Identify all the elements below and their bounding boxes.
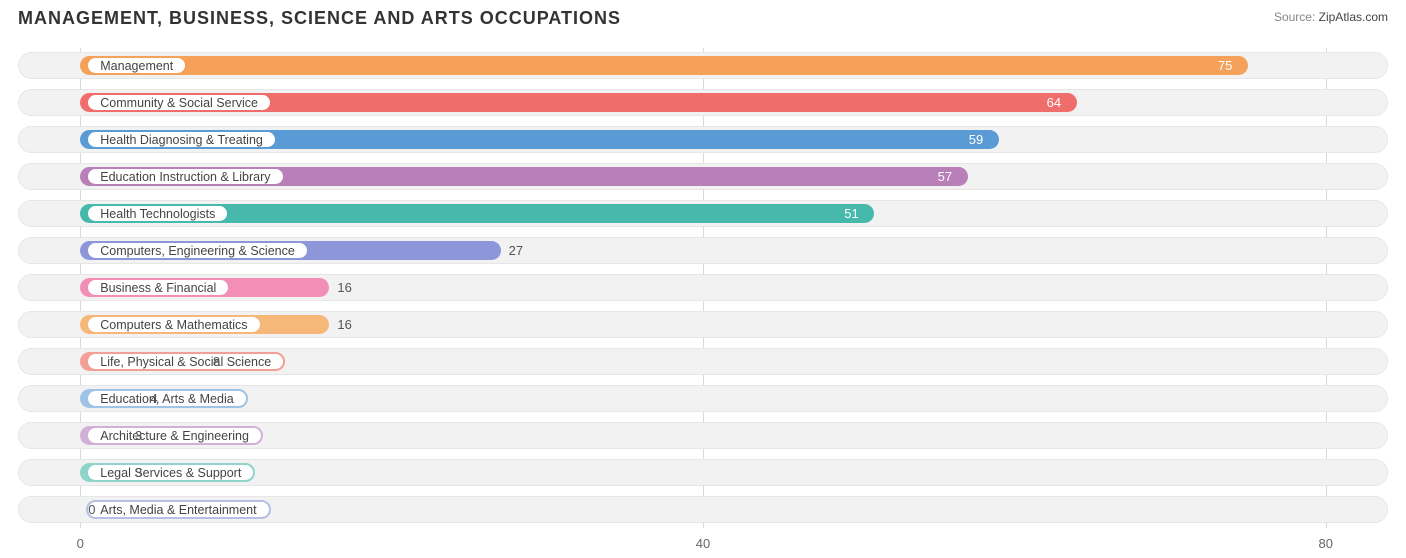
value-label: 3	[135, 418, 142, 453]
x-axis: 0 40 80	[18, 534, 1388, 558]
bar-row: Architecture & Engineering3	[18, 418, 1388, 453]
source-label: Source:	[1274, 10, 1315, 24]
chart-title: MANAGEMENT, BUSINESS, SCIENCE AND ARTS O…	[18, 8, 621, 29]
bar-row: Computers & Mathematics 16	[18, 307, 1388, 342]
category-pill: Arts, Media & Entertainment	[86, 500, 270, 519]
category-label: Architecture & Engineering	[100, 429, 249, 443]
x-axis-tick: 0	[77, 536, 84, 551]
bar-row: Community & Social Service 64	[18, 85, 1388, 120]
value-label: 16	[337, 270, 351, 305]
chart-area: Management 75 Community & Social Service 64…	[18, 48, 1388, 558]
category-pill: Health Technologists	[86, 204, 229, 223]
category-pill: Computers & Mathematics	[86, 315, 261, 334]
x-axis-tick: 40	[696, 536, 710, 551]
category-pill: Business & Financial	[86, 278, 230, 297]
category-label: Management	[100, 59, 173, 73]
bar-row: Arts, Media & Entertainment 0	[18, 492, 1388, 527]
value-label: 8	[213, 344, 220, 379]
value-label: 57	[938, 159, 952, 194]
source-value: ZipAtlas.com	[1319, 10, 1388, 24]
category-pill: Education, Arts & Media	[86, 389, 247, 408]
value-label: 0	[88, 492, 95, 527]
category-pill: Education Instruction & Library	[86, 167, 284, 186]
category-label: Arts, Media & Entertainment	[100, 503, 256, 517]
category-label: Legal Services & Support	[100, 466, 241, 480]
category-label: Health Technologists	[100, 207, 215, 221]
category-label: Health Diagnosing & Treating	[100, 133, 263, 147]
chart-plot: Management 75 Community & Social Service 64…	[18, 48, 1388, 528]
bar-row: Education, Arts & Media4	[18, 381, 1388, 416]
category-label: Life, Physical & Social Science	[100, 355, 271, 369]
category-pill: Management	[86, 56, 187, 75]
category-pill: Computers, Engineering & Science	[86, 241, 309, 260]
bar-row: Computers, Engineering & Science 27	[18, 233, 1388, 268]
bar-row: Life, Physical & Social Science8	[18, 344, 1388, 379]
bar-row: Management 75	[18, 48, 1388, 83]
category-label: Business & Financial	[100, 281, 216, 295]
category-pill: Life, Physical & Social Science	[86, 352, 285, 371]
category-label: Education Instruction & Library	[100, 170, 270, 184]
bar-row: Health Technologists 51	[18, 196, 1388, 231]
value-label: 27	[509, 233, 523, 268]
bar-row: Legal Services & Support3	[18, 455, 1388, 490]
value-label: 4	[151, 381, 158, 416]
bar-row: Health Diagnosing & Treating 59	[18, 122, 1388, 157]
category-pill: Community & Social Service	[86, 93, 272, 112]
value-label: 3	[135, 455, 142, 490]
value-label: 51	[844, 196, 858, 231]
bar	[80, 56, 1248, 75]
category-pill: Health Diagnosing & Treating	[86, 130, 277, 149]
category-label: Computers & Mathematics	[100, 318, 247, 332]
source-attribution: Source: ZipAtlas.com	[1274, 10, 1388, 24]
bar-row: Education Instruction & Library 57	[18, 159, 1388, 194]
value-label: 16	[337, 307, 351, 342]
value-label: 59	[969, 122, 983, 157]
value-label: 75	[1218, 48, 1232, 83]
category-pill: Architecture & Engineering	[86, 426, 263, 445]
x-axis-tick: 80	[1318, 536, 1332, 551]
category-pill: Legal Services & Support	[86, 463, 255, 482]
category-label: Community & Social Service	[100, 96, 258, 110]
category-label: Computers, Engineering & Science	[100, 244, 295, 258]
value-label: 64	[1047, 85, 1061, 120]
category-label: Education, Arts & Media	[100, 392, 233, 406]
bar-row: Business & Financial 16	[18, 270, 1388, 305]
